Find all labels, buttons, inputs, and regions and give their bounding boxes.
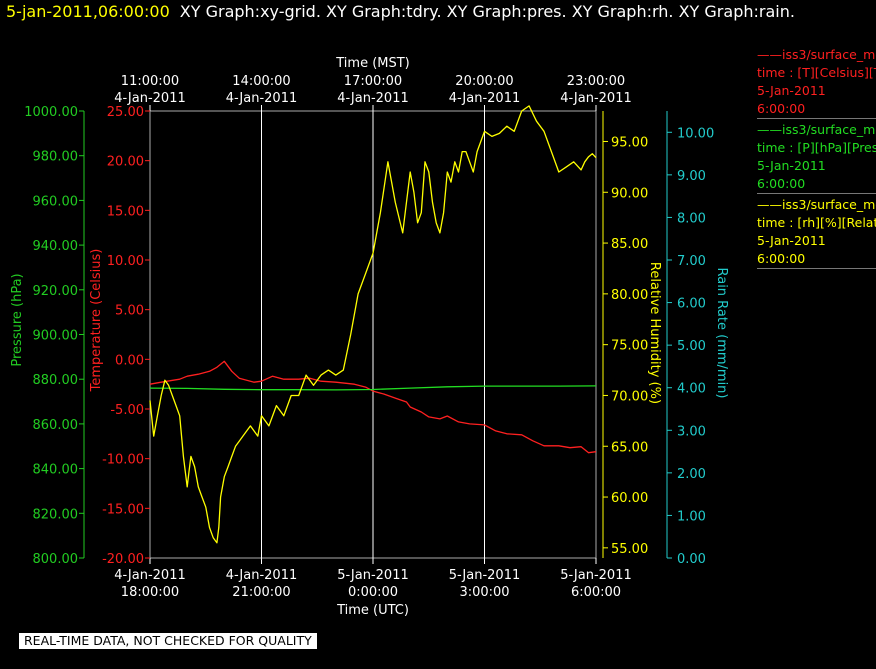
series-line-temp <box>149 360 597 454</box>
y-tick-label: 55.00 <box>611 542 648 557</box>
y-tick-label: 860.00 <box>33 418 79 433</box>
legend-line: 6:00:00 <box>757 176 806 191</box>
y-tick-label: 6.00 <box>677 297 706 312</box>
quality-disclaimer: REAL-TIME DATA, NOT CHECKED FOR QUALITY <box>19 633 317 649</box>
y-tick-label: 15.00 <box>107 204 144 219</box>
y-tick-label: 980.00 <box>33 150 79 165</box>
y-tick-label: 60.00 <box>611 491 648 506</box>
y-tick-label: 65.00 <box>611 440 648 455</box>
y-tick-label: 900.00 <box>33 329 79 344</box>
y-tick-label: 9.00 <box>677 169 706 184</box>
bottom-tick-label: 6:00:00 <box>571 585 621 600</box>
y-tick-label: 960.00 <box>33 194 79 209</box>
top-tick-label: 4-Jan-2011 <box>114 91 186 106</box>
top-tick-label: 17:00:00 <box>344 74 402 89</box>
y-tick-label: 10.00 <box>677 126 714 141</box>
legend-line: time : [rh][%][Relati <box>757 215 876 230</box>
legend-line: ——iss3/surface_me <box>757 122 876 137</box>
legend-line: ——iss3/surface_me <box>757 197 876 212</box>
y-tick-label: 95.00 <box>611 135 648 150</box>
series-line-rh <box>149 105 597 544</box>
legend-line: 6:00:00 <box>757 251 806 266</box>
bottom-tick-label: 4-Jan-2011 <box>226 568 298 583</box>
top-tick-label: 4-Jan-2011 <box>560 91 632 106</box>
top-axis-title: Time (MST) <box>335 56 410 71</box>
legend-line: 5-Jan-2011 <box>757 158 826 173</box>
y-tick-label: 5.00 <box>115 304 144 319</box>
y-tick-label: 7.00 <box>677 254 706 269</box>
y-tick-label: -10.00 <box>102 453 144 468</box>
y-tick-label: 20.00 <box>107 155 144 170</box>
series-line-pres <box>149 385 597 391</box>
y-axis-title: Rain Rate (mm/min) <box>714 267 729 398</box>
top-tick-label: 4-Jan-2011 <box>449 91 521 106</box>
y-tick-label: 940.00 <box>33 239 79 254</box>
legend-line: 5-Jan-2011 <box>757 233 826 248</box>
bottom-axis-title: Time (UTC) <box>336 603 409 618</box>
y-tick-label: 0.00 <box>115 353 144 368</box>
y-tick-label: 3.00 <box>677 424 706 439</box>
top-tick-label: 11:00:00 <box>121 74 179 89</box>
bottom-tick-label: 21:00:00 <box>232 585 290 600</box>
y-axis-title: Relative Humidity (%) <box>647 262 662 404</box>
y-tick-label: 8.00 <box>677 211 706 226</box>
y-tick-label: 880.00 <box>33 373 79 388</box>
y-axis-title: Temperature (Celsius) <box>89 249 104 393</box>
legend-line: 5-Jan-2011 <box>757 83 826 98</box>
y-tick-label: 840.00 <box>33 463 79 478</box>
y-tick-label: 5.00 <box>677 339 706 354</box>
y-tick-label: 10.00 <box>107 254 144 269</box>
y-tick-label: 1000.00 <box>24 105 78 120</box>
legend: ——iss3/surface_me time : [T][Celsius][T 5-… <box>757 46 876 271</box>
y-tick-label: 75.00 <box>611 339 648 354</box>
bottom-tick-label: 3:00:00 <box>459 585 509 600</box>
legend-line: time : [T][Celsius][T <box>757 65 876 80</box>
bottom-tick-label: 5-Jan-2011 <box>337 568 409 583</box>
y-tick-label: 85.00 <box>611 237 648 252</box>
y-tick-label: 80.00 <box>611 288 648 303</box>
legend-line: ——iss3/surface_me <box>757 47 876 62</box>
top-tick-label: 4-Jan-2011 <box>337 91 409 106</box>
y-tick-label: 0.00 <box>677 552 706 567</box>
header-graph-list: XY Graph:xy-grid. XY Graph:tdry. XY Grap… <box>179 2 795 21</box>
top-tick-label: 23:00:00 <box>567 74 625 89</box>
y-tick-label: 1.00 <box>677 509 706 524</box>
y-tick-label: 800.00 <box>33 552 79 567</box>
bottom-tick-label: 0:00:00 <box>348 585 398 600</box>
y-tick-label: -15.00 <box>102 502 144 517</box>
bottom-tick-label: 5-Jan-2011 <box>449 568 521 583</box>
bottom-tick-label: 18:00:00 <box>121 585 179 600</box>
y-tick-label: -20.00 <box>102 552 144 567</box>
legend-line: time : [P][hPa][Pres <box>757 140 876 155</box>
chart-header: 5-jan-2011,06:00:00 XY Graph:xy-grid. XY … <box>6 2 795 21</box>
y-tick-label: 70.00 <box>611 389 648 404</box>
y-tick-label: 25.00 <box>107 105 144 120</box>
y-tick-label: 920.00 <box>33 284 79 299</box>
top-tick-label: 20:00:00 <box>455 74 513 89</box>
top-tick-label: 14:00:00 <box>232 74 290 89</box>
y-tick-label: -5.00 <box>110 403 144 418</box>
bottom-tick-label: 5-Jan-2011 <box>560 568 632 583</box>
legend-line: 6:00:00 <box>757 101 806 116</box>
y-axis-title: Pressure (hPa) <box>10 273 25 366</box>
header-timestamp: 5-jan-2011,06:00:00 <box>6 2 170 21</box>
y-tick-label: 820.00 <box>33 507 79 522</box>
y-tick-label: 4.00 <box>677 382 706 397</box>
y-tick-label: 2.00 <box>677 467 706 482</box>
bottom-tick-label: 4-Jan-2011 <box>114 568 186 583</box>
top-tick-label: 4-Jan-2011 <box>226 91 298 106</box>
y-tick-label: 90.00 <box>611 186 648 201</box>
